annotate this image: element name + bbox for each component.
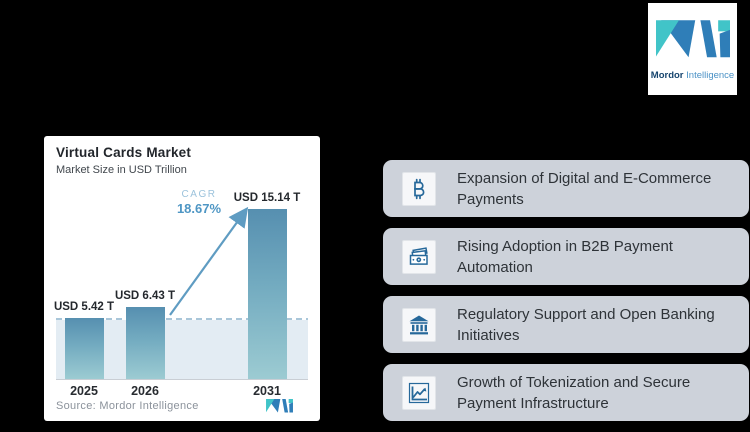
- brand-logo-card: Mordor Intelligence: [648, 3, 737, 95]
- driver-label: Growth of Tokenization and Secure Paymen…: [457, 373, 691, 412]
- chart-growth-icon: [402, 375, 436, 410]
- bar-value-label: USD 5.42 T: [53, 301, 115, 313]
- driver-row-open-banking: Regulatory Support and Open Banking Init…: [383, 296, 749, 353]
- chart-subtitle: Market Size in USD Trillion: [56, 164, 187, 176]
- bar-value-label: USD 15.14 T: [233, 192, 301, 204]
- x-axis-label: 2025: [70, 384, 98, 398]
- mordor-intelligence-logo-icon-small: [266, 399, 293, 418]
- dashed-reference-line: [56, 318, 308, 320]
- bar-2031: [247, 209, 287, 379]
- cagr-value: 18.67%: [176, 201, 222, 216]
- market-chart-panel: Virtual Cards Market Market Size in USD …: [44, 136, 320, 421]
- x-axis-line: [56, 379, 308, 380]
- driver-row-b2b-automation: Rising Adoption in B2B Payment Automatio…: [383, 228, 749, 285]
- bar-value-label: USD 6.43 T: [114, 290, 176, 302]
- bar-2025: [64, 318, 104, 379]
- market-drivers-list: Expansion of Digital and E-Commerce Paym…: [383, 160, 749, 432]
- brand-name: Mordor Intelligence: [650, 70, 735, 81]
- driver-row-tokenization: Growth of Tokenization and Secure Paymen…: [383, 364, 749, 421]
- bar-plot: CAGR 18.67% USD 5.42 T 2025 USD 6.43 T 2026…: [44, 136, 320, 421]
- driver-label: Expansion of Digital and E-Commerce Paym…: [457, 169, 712, 208]
- chart-title: Virtual Cards Market: [56, 145, 192, 160]
- bar-2026: [125, 307, 165, 379]
- x-axis-label: 2031: [253, 384, 281, 398]
- source-attribution: Source: Mordor Intelligence: [56, 400, 199, 412]
- cagr-label: CAGR: [181, 189, 217, 200]
- driver-label: Regulatory Support and Open Banking Init…: [457, 305, 715, 344]
- cagr-annotation: CAGR 18.67%: [159, 189, 239, 216]
- driver-row-ecommerce: Expansion of Digital and E-Commerce Paym…: [383, 160, 749, 217]
- bank-icon: [402, 307, 436, 342]
- mordor-intelligence-logo-icon: [655, 20, 730, 64]
- bitcoin-icon: [402, 171, 436, 206]
- x-axis-label: 2026: [131, 384, 159, 398]
- banknotes-icon: [402, 239, 436, 274]
- driver-label: Rising Adoption in B2B Payment Automatio…: [457, 237, 673, 276]
